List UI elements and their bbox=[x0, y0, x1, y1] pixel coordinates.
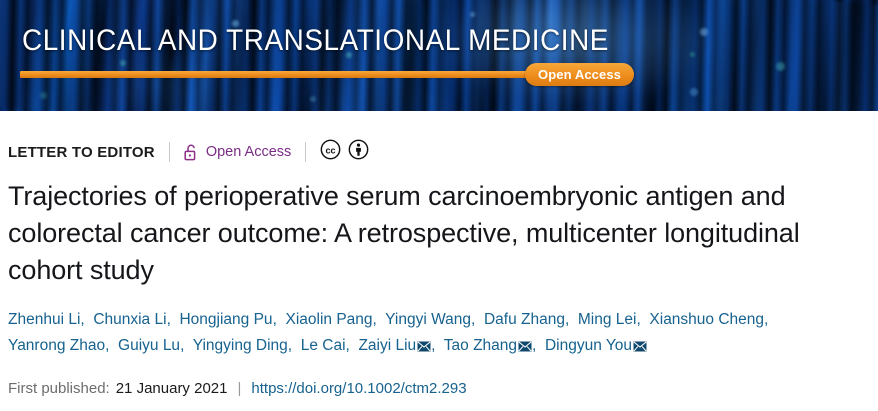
banner-speck bbox=[120, 60, 126, 66]
journal-title: CLINICAL AND TRANSLATIONAL MEDICINE bbox=[22, 24, 609, 57]
author-separator: , bbox=[372, 311, 386, 328]
author-name[interactable]: Hongjiang Pu bbox=[179, 311, 272, 328]
banner-glow bbox=[403, 0, 744, 111]
license-icons: cc bbox=[320, 139, 369, 165]
author-label: Dingyun You bbox=[544, 337, 633, 354]
author-label: Le Cai bbox=[300, 337, 346, 354]
author-label: Yingyi Wang bbox=[385, 311, 472, 328]
author-name[interactable]: Xiaolin Pang bbox=[285, 311, 372, 328]
envelope-icon[interactable] bbox=[417, 335, 431, 352]
banner-speck bbox=[40, 92, 47, 99]
banner-speck bbox=[346, 52, 352, 58]
open-access-badge: Open Access bbox=[525, 63, 634, 86]
author-label: Xianshuo Cheng bbox=[649, 311, 765, 328]
author-name[interactable]: Le Cai bbox=[301, 337, 346, 354]
svg-text:cc: cc bbox=[326, 145, 336, 155]
author-separator: , bbox=[764, 311, 773, 328]
author-separator: , bbox=[345, 337, 359, 354]
cc-by-person-icon[interactable] bbox=[348, 139, 369, 165]
author-name[interactable]: Yingyi Wang bbox=[385, 311, 471, 328]
author-label: Tao Zhang bbox=[443, 337, 518, 354]
author-label: Yanrong Zhao bbox=[8, 337, 106, 354]
article-meta-row: LETTER TO EDITOR Open Access cc bbox=[8, 139, 369, 165]
author-separator: , bbox=[272, 311, 286, 328]
author-separator: , bbox=[471, 311, 484, 328]
first-published-label: First published: bbox=[8, 380, 110, 397]
envelope-icon[interactable] bbox=[633, 335, 647, 352]
banner-speck bbox=[690, 52, 695, 57]
author-name[interactable]: Zaiyi Liu bbox=[358, 337, 431, 354]
author-separator: , bbox=[564, 311, 578, 328]
author-name[interactable]: Yanrong Zhao bbox=[8, 337, 105, 354]
creative-commons-icon[interactable]: cc bbox=[320, 139, 341, 165]
author-separator: , bbox=[636, 311, 650, 328]
author-separator: , bbox=[166, 311, 180, 328]
meta-divider bbox=[305, 142, 307, 162]
publication-separator: | bbox=[237, 380, 242, 397]
meta-divider bbox=[168, 142, 170, 162]
author-name[interactable]: Tao Zhang bbox=[444, 337, 532, 354]
author-label: Chunxia Li bbox=[93, 311, 167, 328]
author-label: Guiyu Lu bbox=[118, 337, 181, 354]
author-name[interactable]: Yingying Ding bbox=[193, 337, 288, 354]
banner-speck bbox=[690, 88, 698, 96]
publication-line: First published: 21 January 2021 | https… bbox=[8, 380, 467, 397]
envelope-icon[interactable] bbox=[518, 335, 532, 352]
open-access-label: Open Access bbox=[205, 144, 292, 160]
banner-speck bbox=[700, 28, 708, 36]
author-name[interactable]: Zhenhui Li bbox=[8, 311, 80, 328]
publication-date: 21 January 2021 bbox=[115, 380, 228, 397]
author-separator: , bbox=[180, 337, 193, 354]
banner-speck bbox=[232, 20, 239, 27]
page-title: Trajectories of perioperative serum carc… bbox=[8, 181, 800, 285]
author-label: Zaiyi Liu bbox=[358, 337, 417, 354]
author-name[interactable]: Guiyu Lu bbox=[118, 337, 180, 354]
author-name[interactable]: Dingyun You bbox=[545, 337, 647, 354]
author-name[interactable]: Ming Lei bbox=[578, 311, 637, 328]
banner-speck bbox=[776, 62, 785, 71]
author-label: Dafu Zhang bbox=[483, 311, 565, 328]
doi-link[interactable]: https://doi.org/10.1002/ctm2.293 bbox=[251, 380, 467, 397]
banner-speck bbox=[310, 96, 316, 102]
banner-accent-bar bbox=[20, 71, 536, 78]
author-label: Xiaolin Pang bbox=[285, 311, 373, 328]
author-separator: , bbox=[532, 337, 545, 354]
author-label: Ming Lei bbox=[577, 311, 637, 328]
author-label: Hongjiang Pu bbox=[179, 311, 273, 328]
journal-banner: CLINICAL AND TRANSLATIONAL MEDICINE Open… bbox=[0, 0, 878, 111]
author-separator: , bbox=[80, 311, 94, 328]
author-name[interactable]: Chunxia Li bbox=[93, 311, 166, 328]
open-padlock-icon bbox=[184, 144, 198, 161]
author-label: Yingying Ding bbox=[192, 337, 288, 354]
author-separator: , bbox=[287, 337, 301, 354]
article-type-label: LETTER TO EDITOR bbox=[8, 143, 155, 161]
author-separator: , bbox=[105, 337, 119, 354]
author-name[interactable]: Dafu Zhang bbox=[484, 311, 565, 328]
author-name[interactable]: Xianshuo Cheng bbox=[649, 311, 764, 328]
banner-speck bbox=[470, 12, 475, 17]
author-label: Zhenhui Li bbox=[8, 311, 81, 328]
author-separator: , bbox=[431, 337, 444, 354]
author-list: Zhenhui Li, Chunxia Li, Hongjiang Pu, Xi… bbox=[8, 307, 866, 359]
